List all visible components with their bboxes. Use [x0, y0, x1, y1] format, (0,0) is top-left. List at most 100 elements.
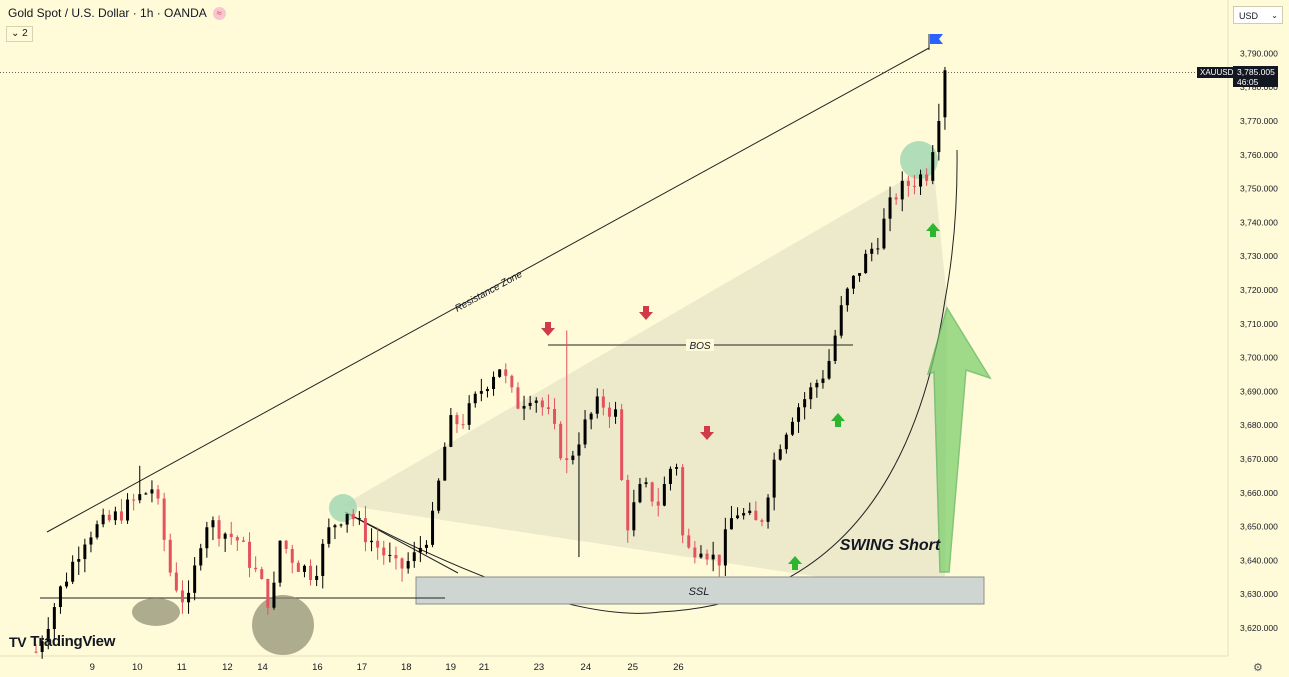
- candle-body: [156, 489, 160, 499]
- flag-marker-icon: [930, 34, 943, 44]
- candle-body: [46, 629, 50, 642]
- candle-body: [52, 607, 56, 630]
- y-tick-label: 3,620.000: [1240, 623, 1278, 633]
- x-tick-label: 21: [479, 662, 490, 673]
- candle-body: [388, 554, 392, 556]
- candle-body: [742, 513, 746, 516]
- y-tick-label: 3,780.000: [1240, 82, 1278, 92]
- candle-body: [626, 479, 630, 531]
- candle-body: [144, 493, 148, 495]
- candle-body: [138, 494, 142, 501]
- candle-body: [437, 480, 441, 511]
- candle-body: [717, 554, 721, 566]
- y-tick-label: 3,740.000: [1240, 217, 1278, 227]
- big-up-arrow-icon: [926, 306, 992, 573]
- y-tick-label: 3,650.000: [1240, 522, 1278, 532]
- candle-body: [571, 455, 575, 461]
- candle-body: [77, 559, 81, 562]
- candle-body: [614, 409, 618, 417]
- candle-body: [906, 180, 910, 186]
- touch-circle-2: [900, 141, 938, 179]
- candle-body: [644, 482, 648, 485]
- candle-body: [315, 575, 319, 581]
- candle-body: [449, 415, 453, 447]
- x-tick-label: 24: [581, 662, 592, 673]
- y-tick-label: 3,640.000: [1240, 555, 1278, 565]
- candle-body: [284, 540, 288, 549]
- candle-body: [492, 376, 496, 390]
- candle-body: [394, 554, 398, 559]
- candle-body: [278, 540, 282, 583]
- candle-body: [650, 482, 654, 502]
- symbol-price-tag: XAUUSD: [1197, 67, 1237, 78]
- y-tick-label: 3,680.000: [1240, 420, 1278, 430]
- candle-body: [699, 553, 703, 558]
- candle-body: [89, 537, 93, 545]
- candle-body: [83, 544, 87, 560]
- candle-body: [723, 529, 727, 566]
- y-tick-label: 3,720.000: [1240, 285, 1278, 295]
- candle-body: [71, 561, 75, 582]
- liquidity-ellipse-1: [132, 598, 180, 626]
- x-tick-label: 17: [357, 662, 368, 673]
- candle-body: [888, 197, 892, 219]
- candle-body: [510, 375, 514, 388]
- market-status-icon[interactable]: ≈: [212, 6, 226, 20]
- candle-body: [821, 378, 825, 383]
- settings-gear-icon[interactable]: ⚙: [1253, 662, 1263, 674]
- candle-body: [321, 543, 325, 576]
- indicator-toggle[interactable]: ⌄ 2: [6, 26, 33, 42]
- bar-countdown: 46:05: [1237, 77, 1259, 87]
- candle-body: [443, 446, 447, 481]
- candle-body: [485, 389, 489, 392]
- candle-body: [101, 514, 105, 525]
- candle-body: [504, 369, 508, 376]
- candle-body: [302, 565, 306, 572]
- candle-body: [522, 405, 526, 409]
- candle-body: [882, 218, 886, 249]
- x-tick-label: 9: [90, 662, 95, 673]
- candle-body: [711, 554, 715, 560]
- candle-body: [119, 511, 123, 521]
- candle-body: [577, 444, 581, 456]
- currency-select[interactable]: USD ⌄: [1233, 6, 1283, 24]
- candle-body: [912, 185, 916, 187]
- y-tick-label: 3,700.000: [1240, 353, 1278, 363]
- down-arrow-icon: [700, 426, 714, 440]
- candle-body: [772, 459, 776, 498]
- candle-body: [327, 527, 331, 544]
- last-price-label: 3,785.005 46:05: [1233, 66, 1278, 87]
- candle-body: [601, 396, 605, 408]
- candle-body: [668, 468, 672, 485]
- symbol-title[interactable]: Gold Spot / U.S. Dollar · 1h · OANDA: [8, 6, 207, 20]
- candle-body: [937, 121, 941, 153]
- chart-header: Gold Spot / U.S. Dollar · 1h · OANDA ≈: [8, 6, 226, 20]
- candle-body: [638, 484, 642, 503]
- candle-body: [58, 586, 62, 608]
- candle-body: [876, 248, 880, 250]
- x-tick-label: 26: [673, 662, 684, 673]
- y-tick-label: 3,630.000: [1240, 589, 1278, 599]
- resistance-zone-label: Resistance Zone: [453, 269, 524, 315]
- chevron-down-icon: ⌄: [1271, 11, 1278, 20]
- candle-body: [681, 467, 685, 536]
- candle-body: [235, 537, 239, 541]
- candle-body: [839, 305, 843, 336]
- candle-body: [229, 533, 233, 538]
- candle-body: [370, 540, 374, 543]
- tradingview-logo[interactable]: TV TradingView: [9, 633, 116, 650]
- candle-body: [705, 553, 709, 560]
- candle-body: [205, 527, 209, 549]
- y-tick-label: 3,750.000: [1240, 184, 1278, 194]
- candle-body: [376, 540, 380, 548]
- candle-body: [113, 511, 117, 521]
- candle-body: [687, 535, 691, 548]
- candle-body: [260, 569, 264, 579]
- bos-label: BOS: [689, 341, 710, 352]
- candle-body: [248, 541, 252, 568]
- candle-body: [150, 489, 154, 494]
- last-price-value: 3,785.005: [1237, 67, 1275, 77]
- candle-body: [223, 533, 227, 539]
- candle-body: [534, 400, 538, 403]
